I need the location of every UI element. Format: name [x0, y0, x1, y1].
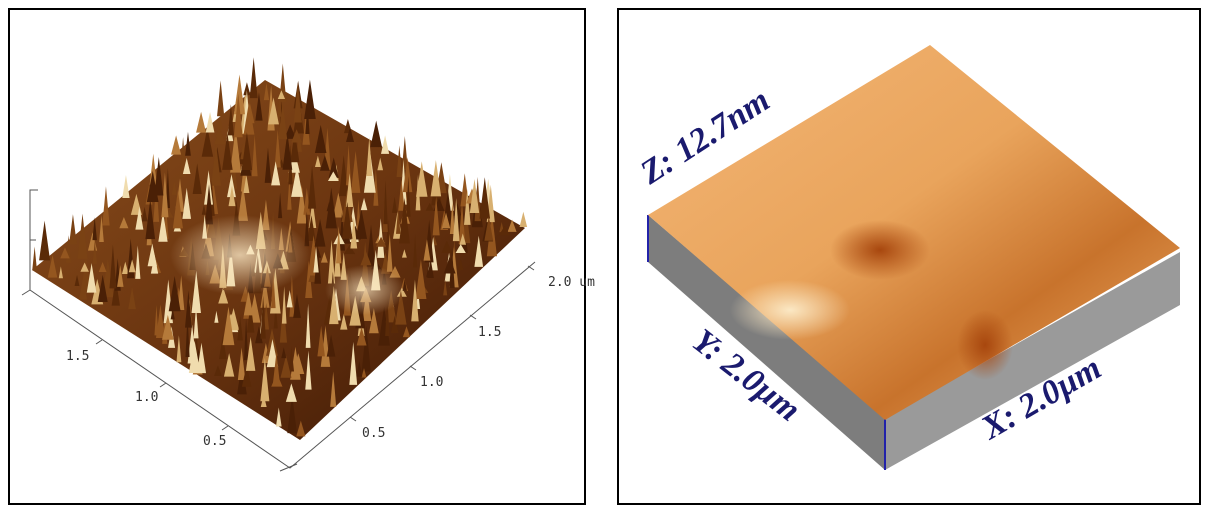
bright-region [730, 280, 850, 340]
depression [957, 310, 1013, 380]
y-tick-label: 0.5 [203, 434, 226, 449]
x-tick-label: 0.5 [362, 426, 385, 441]
page: 2.0 um 1.5 1.0 0.5 1.5 1.0 0.5 Z: 12.7nm… [0, 0, 1210, 506]
depression [830, 220, 930, 280]
y-tick-label: 1.5 [66, 349, 89, 364]
figure: 2.0 um 1.5 1.0 0.5 1.5 1.0 0.5 Z: 12.7nm… [0, 0, 1210, 506]
bright-region [170, 215, 310, 295]
bright-region [325, 265, 405, 315]
x-tick-label: 2.0 um [548, 275, 595, 290]
y-tick-label: 1.0 [135, 390, 158, 405]
x-tick-label: 1.5 [478, 325, 501, 340]
x-tick-label: 1.0 [420, 375, 443, 390]
